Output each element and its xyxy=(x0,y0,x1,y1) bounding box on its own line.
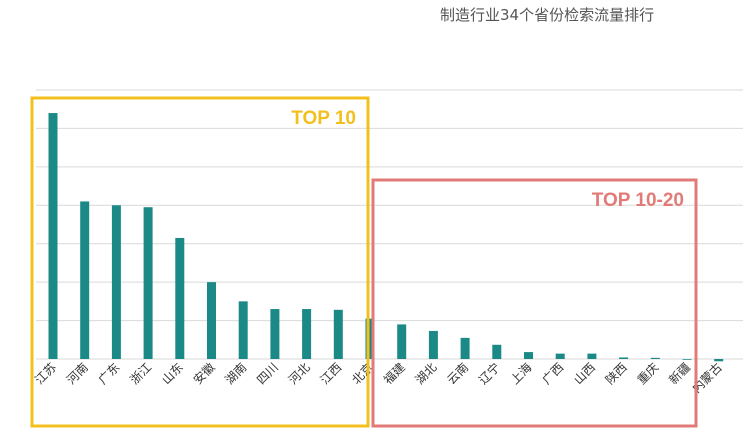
x-tick-label: 辽宁 xyxy=(475,360,503,388)
x-tick-label: 河南 xyxy=(63,360,91,388)
x-tick-label: 上海 xyxy=(507,360,535,388)
bar-内蒙古 xyxy=(714,359,724,362)
bar-上海 xyxy=(524,352,533,359)
x-tick-label: 浙江 xyxy=(127,360,154,387)
group-box-label: TOP 10-20 xyxy=(592,190,684,211)
group-box-label: TOP 10 xyxy=(291,108,356,129)
bar-江西 xyxy=(333,309,343,359)
x-tick-label: 山西 xyxy=(571,360,598,387)
x-tick-label: 广西 xyxy=(539,360,566,387)
bar-陕西 xyxy=(619,357,629,359)
bar-湖北 xyxy=(428,330,438,359)
group-box-2 xyxy=(371,178,698,428)
gridlines xyxy=(36,89,743,360)
bar-山东 xyxy=(175,237,185,359)
bar-云南 xyxy=(460,337,470,359)
x-tick-label: 福建 xyxy=(380,360,408,388)
x-tick-label: 湖北 xyxy=(412,360,440,388)
chart-title: 制造行业34个省份检索流量排行 xyxy=(440,6,655,24)
x-tick-label: 云南 xyxy=(444,360,472,388)
x-tick-label: 安徽 xyxy=(190,360,218,388)
bar-山西 xyxy=(587,353,597,359)
x-tick-label: 内蒙古 xyxy=(689,360,725,396)
bar-河南 xyxy=(80,201,90,359)
x-tick-labels: 江苏 河南 广东 浙江 山东 安徽 湖南 四川 河北 江西 北京 福建 湖北 云南 辽宁 上海 广西 山西 陕西 重庆… xyxy=(32,360,725,396)
bar-辽宁 xyxy=(492,344,502,359)
x-tick-label: 新疆 xyxy=(666,360,694,388)
x-tick-label: 四川 xyxy=(254,360,281,387)
x-tick-label: 广东 xyxy=(96,360,123,387)
bar-浙江 xyxy=(143,207,153,359)
bar-福建 xyxy=(397,324,407,359)
bar-北京 xyxy=(365,318,375,359)
group-boxes: TOP 10 TOP 10-20 xyxy=(30,96,698,428)
bar-广西 xyxy=(555,353,565,359)
bar-重庆 xyxy=(650,357,660,359)
bar-广东 xyxy=(111,205,121,359)
x-tick-label: 河北 xyxy=(286,360,313,387)
bar-湖南 xyxy=(238,301,248,359)
bar-四川 xyxy=(270,309,280,359)
x-tick-label: 陕西 xyxy=(602,360,630,388)
bar-安徽 xyxy=(207,282,216,359)
bar-河北 xyxy=(302,309,312,359)
x-tick-label: 山东 xyxy=(159,360,186,387)
bar-江苏 xyxy=(48,113,58,359)
x-tick-label: 重庆 xyxy=(635,360,662,387)
bars xyxy=(48,113,724,362)
x-tick-label: 江西 xyxy=(318,360,345,387)
bar-新疆 xyxy=(682,359,692,360)
x-tick-label: 湖南 xyxy=(222,360,250,388)
group-box-1 xyxy=(30,96,370,428)
x-tick-label: 江苏 xyxy=(32,360,59,387)
